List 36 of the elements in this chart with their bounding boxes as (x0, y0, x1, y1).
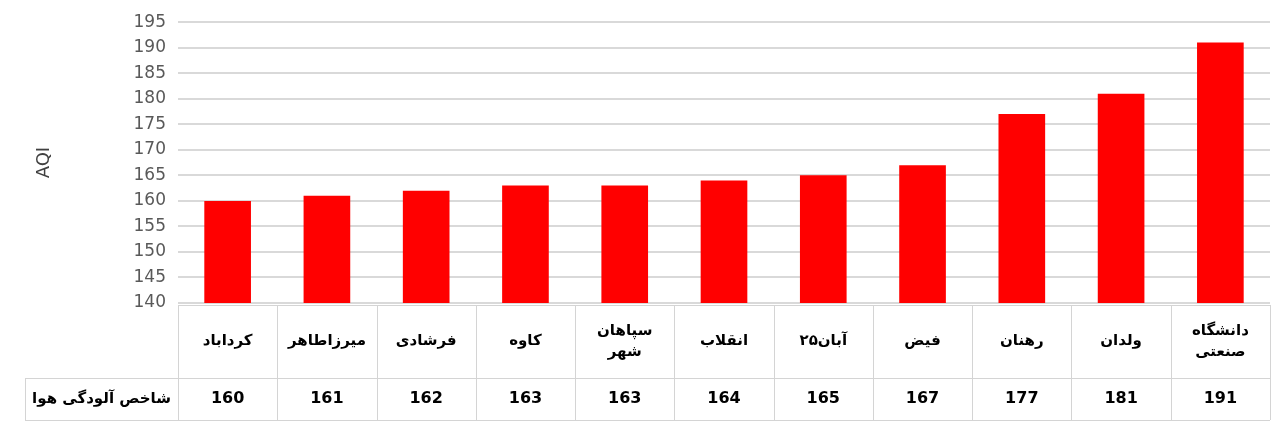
data-label: 163 (608, 388, 642, 408)
data-label: 160 (210, 388, 245, 408)
x-tick-label: کرداباد (202, 331, 253, 350)
x-tick-label: فرشادی (395, 331, 457, 350)
data-label: 191 (1203, 388, 1238, 408)
x-tick-label: انقلاب (699, 331, 749, 350)
x-tick-label: میرزاطاهر (286, 331, 366, 350)
y-tick-label: 145 (133, 265, 166, 286)
x-tick-label: ۲۵آبان (799, 331, 848, 350)
x-tick-label: رهنان (1000, 331, 1044, 350)
y-tick-label: 170 (133, 138, 166, 159)
y-tick-label: 160 (133, 189, 166, 210)
data-label: 162 (409, 388, 443, 408)
x-tick-label: فیض (904, 331, 941, 350)
y-tick-label: 195 (133, 10, 166, 31)
data-label: 167 (905, 388, 940, 408)
data-label: 165 (806, 388, 840, 408)
data-label: 164 (707, 388, 741, 408)
x-tick-label: کاوه (509, 331, 542, 350)
y-tick-label: 140 (133, 291, 166, 312)
y-axis-title: AQI (32, 146, 54, 179)
text: شاخص آلودگی هوا (32, 388, 171, 407)
y-tick-label: 180 (133, 87, 166, 108)
y-tick-label: 150 (133, 240, 166, 261)
y-tick-label: 165 (133, 163, 166, 184)
data-label: 177 (1005, 388, 1039, 408)
y-tick-label: 190 (133, 36, 166, 57)
y-tick-label: 175 (133, 112, 166, 133)
data-label: 163 (508, 388, 543, 408)
x-tick-label: دانشگاه صنعتی (1191, 320, 1250, 360)
x-tick-label: ولدان (1100, 331, 1142, 350)
data-label: 181 (1104, 388, 1138, 408)
y-tick-label: 155 (133, 214, 166, 235)
y-tick-label: 185 (133, 61, 166, 82)
x-tick-label: سپاهان شهر (597, 320, 653, 360)
data-label: 161 (310, 388, 344, 408)
